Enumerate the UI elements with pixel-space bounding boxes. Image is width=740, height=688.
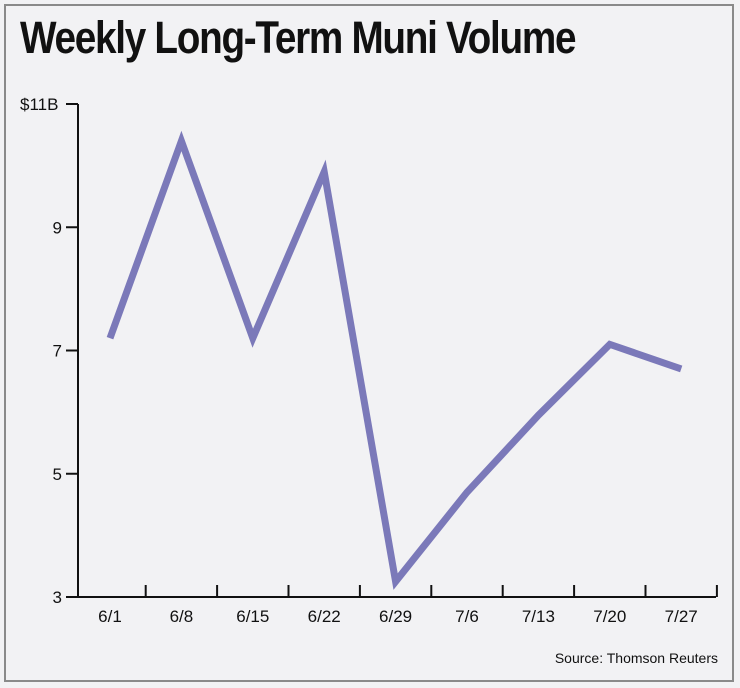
- data-point: [178, 137, 185, 144]
- x-tick-label: 6/22: [308, 607, 341, 626]
- series-line: [106, 130, 683, 590]
- y-tick-label: 7: [53, 342, 62, 361]
- data-point: [464, 489, 471, 496]
- y-tick-label: $11B: [20, 95, 58, 114]
- x-tick-label: 7/20: [593, 607, 626, 626]
- series-volume: [106, 130, 685, 590]
- y-tick-label: 9: [53, 218, 62, 237]
- data-point: [606, 341, 613, 348]
- y-tick-label: 3: [53, 588, 62, 607]
- x-tick-label: 6/29: [379, 607, 412, 626]
- y-tick-label: 5: [53, 465, 62, 484]
- source-note: Source: Thomson Reuters: [554, 650, 718, 666]
- x-tick-label: 6/1: [98, 607, 122, 626]
- x-tick-label: 7/27: [665, 607, 698, 626]
- data-point: [535, 412, 542, 419]
- chart-title: Weekly Long-Term Muni Volume: [20, 12, 576, 63]
- data-point: [392, 578, 399, 585]
- x-tick-label: 7/13: [522, 607, 555, 626]
- x-axis-ticks: 6/1 6/8 6/15 6/22 6/29 7/6 7/13 7/20 7/27: [98, 585, 718, 626]
- y-axis-ticks: 3 5 7 9 $11B: [20, 95, 78, 607]
- x-tick-label: 7/6: [455, 607, 479, 626]
- data-point: [249, 335, 256, 342]
- data-point: [678, 365, 685, 372]
- x-tick-label: 6/8: [170, 607, 194, 626]
- x-tick-label: 6/15: [236, 607, 269, 626]
- data-point: [321, 168, 328, 175]
- data-point: [107, 335, 114, 342]
